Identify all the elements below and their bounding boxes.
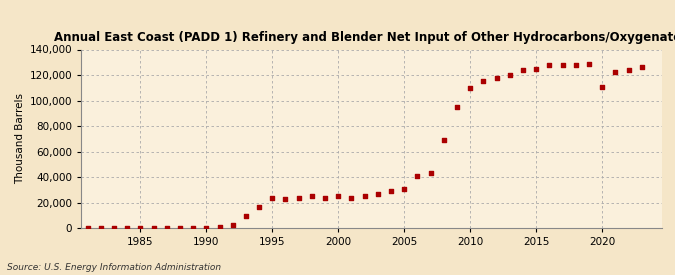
Point — [439, 138, 450, 142]
Point — [240, 214, 251, 218]
Point — [254, 204, 265, 209]
Point — [452, 105, 462, 109]
Point — [412, 174, 423, 178]
Point — [544, 63, 555, 67]
Point — [465, 86, 476, 90]
Point — [531, 67, 541, 71]
Point — [425, 171, 436, 175]
Point — [95, 226, 106, 230]
Point — [637, 65, 647, 70]
Point — [557, 63, 568, 67]
Point — [399, 186, 410, 191]
Point — [491, 75, 502, 80]
Point — [175, 226, 186, 230]
Point — [293, 196, 304, 200]
Point — [135, 226, 146, 230]
Point — [122, 226, 132, 230]
Point — [214, 225, 225, 229]
Point — [306, 194, 317, 199]
Point — [227, 223, 238, 227]
Text: Source: U.S. Energy Information Administration: Source: U.S. Energy Information Administ… — [7, 263, 221, 272]
Point — [583, 61, 594, 66]
Point — [359, 194, 370, 199]
Point — [201, 226, 212, 230]
Point — [373, 192, 383, 196]
Title: Annual East Coast (PADD 1) Refinery and Blender Net Input of Other Hydrocarbons/: Annual East Coast (PADD 1) Refinery and … — [54, 31, 675, 44]
Point — [518, 68, 529, 72]
Point — [570, 63, 581, 67]
Point — [148, 226, 159, 230]
Point — [109, 226, 119, 230]
Y-axis label: Thousand Barrels: Thousand Barrels — [15, 94, 25, 184]
Point — [333, 194, 344, 199]
Point — [82, 226, 93, 230]
Point — [161, 226, 172, 230]
Point — [597, 84, 608, 89]
Point — [267, 196, 277, 200]
Point — [504, 73, 515, 77]
Point — [320, 196, 331, 200]
Point — [280, 197, 291, 201]
Point — [385, 189, 396, 193]
Point — [346, 196, 357, 200]
Point — [478, 79, 489, 84]
Point — [610, 70, 621, 75]
Point — [623, 68, 634, 72]
Point — [188, 226, 198, 230]
